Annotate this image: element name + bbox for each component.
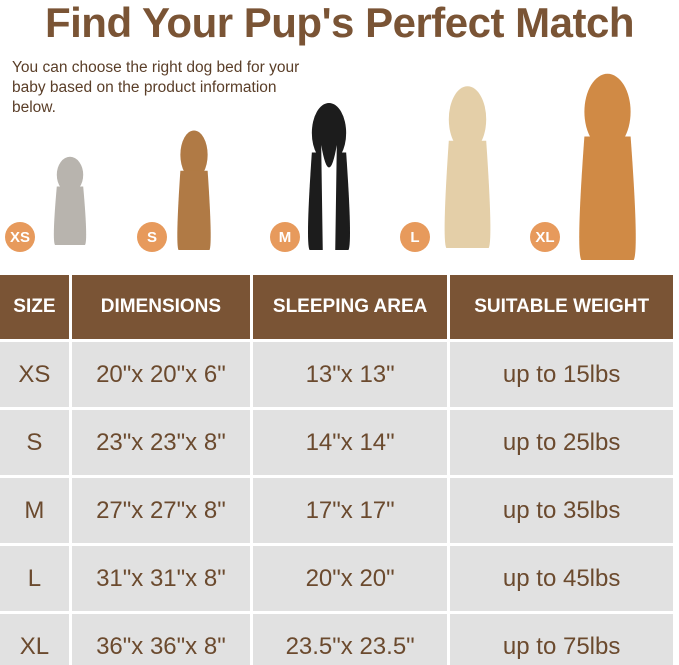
size-badge-s: S <box>137 222 167 252</box>
column-header: SUITABLE WEIGHT <box>450 275 673 339</box>
golden-retriever-image <box>425 83 510 248</box>
table-row: L 31"x 31"x 8" 20"x 20" up to 45lbs <box>0 546 673 611</box>
table-cell: M <box>0 478 69 543</box>
table-cell: 20"x 20" <box>253 546 448 611</box>
table-cell: up to 45lbs <box>450 546 673 611</box>
table-header: SIZE DIMENSIONS SLEEPING AREA SUITABLE WEIG… <box>0 275 673 339</box>
table-cell: 36"x 36"x 8" <box>71 614 251 665</box>
table-row: XS 20"x 20"x 6" 13"x 13" up to 15lbs <box>0 342 673 407</box>
page-title: Find Your Pup's Perfect Match <box>44 0 635 46</box>
column-header: DIMENSIONS <box>71 275 251 339</box>
table-cell: up to 25lbs <box>450 410 673 475</box>
french-bulldog-image <box>163 128 225 250</box>
table-row: XL 36"x 36"x 8" 23.5"x 23.5" up to 75lbs <box>0 614 673 665</box>
size-badge-m: M <box>270 222 300 252</box>
column-header: SLEEPING AREA <box>253 275 448 339</box>
table-cell: S <box>0 410 69 475</box>
table-cell: 27"x 27"x 8" <box>71 478 251 543</box>
table-cell: 13"x 13" <box>253 342 448 407</box>
table-cell: 17"x 17" <box>253 478 448 543</box>
size-badge-xs: XS <box>5 222 35 252</box>
table-cell: 23"x 23"x 8" <box>71 410 251 475</box>
border-collie-image <box>290 100 368 250</box>
column-header: SIZE <box>0 275 69 339</box>
size-badge-xl: XL <box>530 222 560 252</box>
table-cell: up to 35lbs <box>450 478 673 543</box>
table-cell: 14"x 14" <box>253 410 448 475</box>
subtitle: You can choose the right dog bed for you… <box>12 59 300 116</box>
golden-retriever-image <box>555 70 660 260</box>
table-cell: XS <box>0 342 69 407</box>
cat-image <box>40 155 100 245</box>
table-cell: L <box>0 546 69 611</box>
size-badge-l: L <box>400 222 430 252</box>
size-table: SIZE DIMENSIONS SLEEPING AREA SUITABLE WEIG… <box>0 272 676 665</box>
table-cell: 31"x 31"x 8" <box>71 546 251 611</box>
table-cell: 23.5"x 23.5" <box>253 614 448 665</box>
table-cell: 20"x 20"x 6" <box>71 342 251 407</box>
table-cell: XL <box>0 614 69 665</box>
table-row: M 27"x 27"x 8" 17"x 17" up to 35lbs <box>0 478 673 543</box>
table-row: S 23"x 23"x 8" 14"x 14" up to 25lbs <box>0 410 673 475</box>
table-cell: up to 15lbs <box>450 342 673 407</box>
table-cell: up to 75lbs <box>450 614 673 665</box>
